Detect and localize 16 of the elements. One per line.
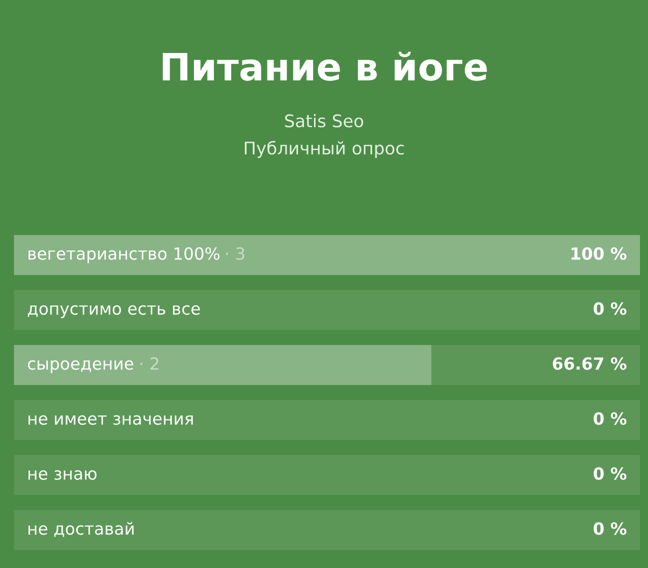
data-label: 100 %: [572, 247, 626, 260]
y-tick-label: сыроедение: [28, 360, 134, 374]
y-tick-label: допустимо есть все: [28, 305, 200, 318]
y-tick-label: не доставай: [28, 522, 134, 537]
chart-subtitle: Satis Seo Публичный опрос: [244, 114, 404, 158]
annotation: · 2: [140, 357, 158, 370]
data-label: 66.67 %: [552, 357, 626, 370]
y-tick-label: не имеет значения: [28, 415, 193, 425]
data-label: 0 %: [594, 467, 626, 480]
annotation: · 3: [226, 247, 244, 260]
data-label: 0 %: [594, 412, 626, 425]
data-label: 0 %: [594, 522, 626, 535]
data-label: 0 %: [594, 302, 626, 315]
chart-title: Питание в йоге: [162, 52, 487, 81]
y-tick-label: не знаю: [28, 470, 97, 480]
y-tick-label: вегетарианство 100%: [28, 247, 220, 264]
